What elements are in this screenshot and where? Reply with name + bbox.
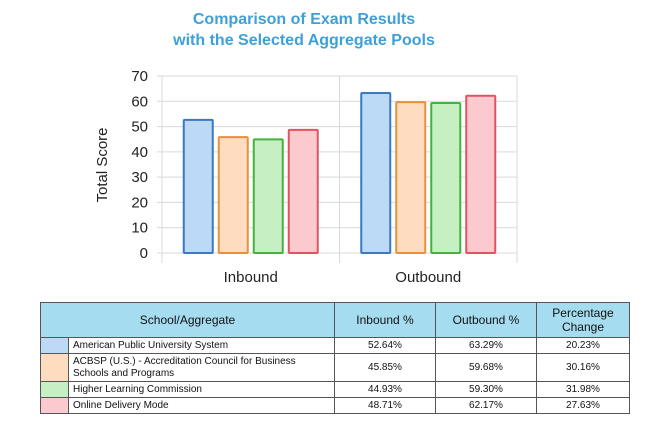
row-inbound: 48.71% (334, 397, 436, 414)
chart-title: Comparison of Exam Results (193, 11, 415, 28)
x-category-label: Outbound (395, 269, 461, 286)
row-name: Higher Learning Commission (68, 381, 335, 398)
y-tick-label: 20 (131, 194, 148, 211)
row-change: 30.16% (536, 353, 630, 382)
x-axis: Inbound Outbound (224, 269, 462, 286)
bar (217, 136, 249, 254)
row-outbound: 63.29% (435, 337, 537, 354)
legend-swatch-orange (40, 353, 69, 382)
y-tick-label: 70 (131, 68, 148, 85)
row-inbound: 52.64% (334, 337, 436, 354)
bar (465, 94, 497, 254)
y-tick-label: 60 (131, 93, 148, 110)
table-row: American Public University System 52.64%… (40, 337, 630, 354)
bar (395, 101, 427, 254)
row-change: 27.63% (536, 397, 630, 414)
header-change-line1: Percentage (552, 306, 614, 320)
y-tick-label: 10 (131, 220, 148, 237)
chart-subtitle: with the Selected Aggregate Pools (172, 32, 435, 49)
row-outbound: 59.68% (435, 353, 537, 382)
bar-chart: Comparison of Exam Results with the Sele… (94, 11, 518, 286)
y-tick-label: 0 (140, 245, 148, 262)
row-name: ACBSP (U.S.) - Accreditation Council for… (68, 353, 335, 382)
bar (360, 91, 392, 254)
bars (182, 91, 497, 255)
table-row: Higher Learning Commission 44.93% 59.30%… (40, 381, 630, 398)
header-inbound: Inbound % (334, 302, 436, 338)
y-tick-label: 50 (131, 119, 148, 136)
row-outbound: 59.30% (435, 381, 537, 398)
bar (182, 118, 214, 254)
row-change: 31.98% (536, 381, 630, 398)
row-inbound: 44.93% (334, 381, 436, 398)
header-outbound: Outbound % (435, 302, 537, 338)
row-name-line1: ACBSP (U.S.) - Accreditation Council for… (73, 355, 296, 367)
bar (430, 102, 462, 255)
header-change-line2: Change (561, 320, 605, 334)
y-axis-ticks: 0 10 20 30 40 50 60 70 (131, 68, 148, 262)
table-row: ACBSP (U.S.) - Accreditation Council for… (40, 353, 630, 382)
y-tick-label: 30 (131, 169, 148, 186)
row-change: 20.23% (536, 337, 630, 354)
row-outbound: 62.17% (435, 397, 537, 414)
y-tick-label: 40 (131, 144, 148, 161)
bar (287, 128, 319, 254)
summary-table: School/Aggregate Inbound % Outbound % Pe… (40, 302, 630, 414)
row-name-line2: Schools and Programs (73, 367, 175, 379)
legend-swatch-pink (40, 397, 69, 414)
legend-swatch-blue (40, 337, 69, 354)
bar (252, 138, 284, 254)
header-school: School/Aggregate (40, 302, 335, 338)
gridlines (157, 75, 518, 263)
row-name: Online Delivery Mode (68, 397, 335, 414)
row-name: American Public University System (68, 337, 335, 354)
table-header-row: School/Aggregate Inbound % Outbound % Pe… (40, 302, 630, 338)
table-row: Online Delivery Mode 48.71% 62.17% 27.63… (40, 397, 630, 414)
row-inbound: 45.85% (334, 353, 436, 382)
y-axis-label: Total Score (94, 127, 111, 202)
header-change: Percentage Change (536, 302, 630, 338)
legend-swatch-green (40, 381, 69, 398)
x-category-label: Inbound (224, 269, 278, 286)
